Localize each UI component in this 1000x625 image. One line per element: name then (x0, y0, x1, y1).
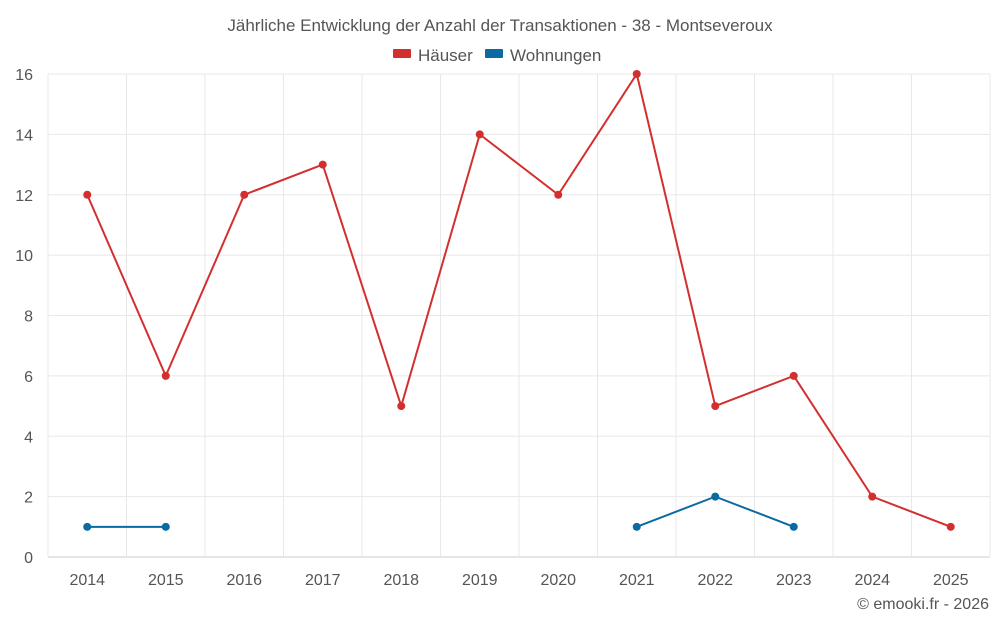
x-tick-label: 2022 (697, 572, 733, 589)
y-tick-label: 12 (15, 188, 33, 205)
x-tick-label: 2024 (854, 572, 890, 589)
y-tick-label: 14 (15, 127, 33, 144)
credit-text: © emooki.fr - 2026 (857, 596, 989, 613)
data-point[interactable] (161, 522, 170, 531)
y-tick-label: 4 (24, 429, 33, 446)
data-point[interactable] (946, 522, 955, 531)
y-tick-label: 16 (15, 67, 33, 84)
chart-title: Jährliche Entwicklung der Anzahl der Tra… (227, 16, 773, 35)
x-tick-label: 2015 (148, 572, 184, 589)
y-tick-label: 10 (15, 248, 33, 265)
series-1 (83, 492, 798, 531)
data-point[interactable] (318, 160, 327, 169)
x-tick-label: 2021 (619, 572, 655, 589)
x-tick-label: 2018 (383, 572, 419, 589)
data-point[interactable] (632, 70, 641, 78)
y-tick-label: 6 (24, 369, 33, 386)
data-point[interactable] (789, 522, 798, 531)
data-point[interactable] (789, 371, 798, 380)
legend-label-haeuser[interactable]: Häuser (418, 46, 473, 65)
x-tick-label: 2017 (305, 572, 341, 589)
data-point[interactable] (83, 190, 92, 199)
data-point[interactable] (711, 402, 720, 411)
data-point[interactable] (632, 522, 641, 531)
legend-label-wohnungen[interactable]: Wohnungen (510, 46, 601, 65)
x-tick-label: 2019 (462, 572, 498, 589)
data-point[interactable] (240, 190, 249, 199)
data-point[interactable] (711, 492, 720, 501)
data-point[interactable] (868, 492, 877, 501)
data-point[interactable] (397, 402, 406, 411)
series-0 (83, 70, 955, 531)
y-tick-label: 8 (24, 309, 33, 326)
legend-swatch-wohnungen (485, 49, 503, 58)
x-tick-label: 2025 (933, 572, 969, 589)
series-layer (83, 70, 955, 531)
data-point[interactable] (554, 190, 563, 199)
y-tick-label: 0 (24, 550, 33, 567)
x-tick-label: 2023 (776, 572, 812, 589)
y-axis-ticks: 0 2 4 6 8 10 12 14 16 (15, 67, 33, 567)
y-tick-label: 2 (24, 490, 33, 507)
x-tick-label: 2020 (540, 572, 576, 589)
grid (47, 73, 991, 558)
legend: Häuser Wohnungen (393, 46, 601, 65)
series-line (636, 495, 795, 528)
x-tick-label: 2016 (226, 572, 262, 589)
data-point[interactable] (161, 371, 170, 380)
legend-swatch-haeuser (393, 49, 411, 58)
x-axis-ticks: 2014 2015 2016 2017 2018 2019 2020 2021 2022 2023… (69, 572, 968, 589)
series-line (86, 73, 952, 528)
data-point[interactable] (475, 130, 484, 139)
x-tick-label: 2014 (69, 572, 105, 589)
data-point[interactable] (83, 522, 92, 531)
